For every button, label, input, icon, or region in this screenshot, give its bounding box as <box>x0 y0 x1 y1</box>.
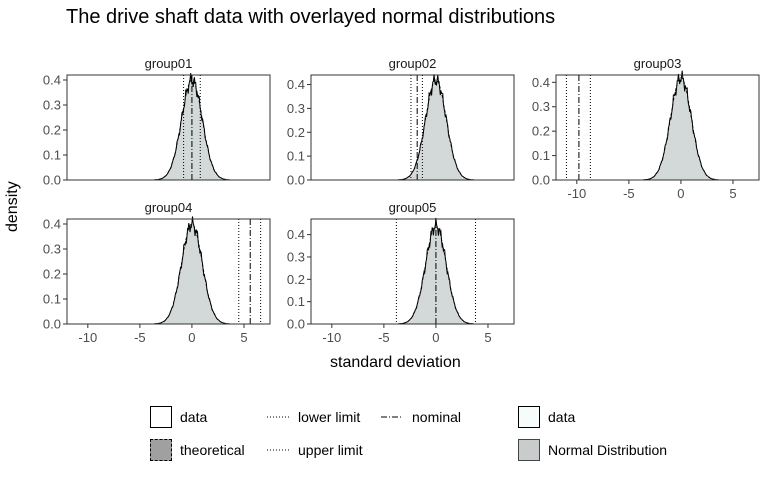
legend-label: data <box>548 409 576 425</box>
legend-item-fill-data: data <box>150 405 207 429</box>
x-tick-label: -10 <box>567 186 586 201</box>
panel-strip-label: group01 <box>145 56 193 71</box>
panel-group03: group03 0.0 0.1 0.2 0.3 0.4 -10 -5 0 5 <box>532 56 760 201</box>
legend-item-lower-limit: lower limit <box>266 405 360 429</box>
y-tick-label: 0.4 <box>532 75 550 90</box>
legend-item-normal-distribution: Normal Distribution <box>518 438 667 462</box>
legend-swatch-theoretical <box>150 439 172 461</box>
y-axis-label: density <box>4 181 21 232</box>
legend-item-nominal: nominal <box>380 405 461 429</box>
theoretical-density-line <box>154 223 230 325</box>
legend-swatch-area-data <box>518 406 540 428</box>
x-tick-label: -5 <box>623 186 635 201</box>
y-tick-label: 0.2 <box>43 123 61 138</box>
panel-strip-label: group04 <box>145 200 193 215</box>
panel-group04: group04 0.0 0.1 0.2 0.3 0.4 -10 -5 0 5 <box>43 200 271 345</box>
x-tick-label: 0 <box>432 330 439 345</box>
y-tick-label: 0.2 <box>287 272 305 287</box>
legend-swatch-data <box>150 406 172 428</box>
legend-label: upper limit <box>298 442 363 458</box>
x-tick-label: 5 <box>729 186 736 201</box>
y-tick-label: 0.4 <box>287 227 305 242</box>
y-tick-label: 0.1 <box>287 294 305 309</box>
theoretical-density-line <box>643 76 719 181</box>
y-tick-label: 0.3 <box>43 98 61 113</box>
y-tick-label: 0.2 <box>43 267 61 282</box>
normal-density-area <box>398 79 474 180</box>
y-tick-label: 0.3 <box>287 101 305 116</box>
y-tick-label: 0.0 <box>532 173 550 188</box>
legend-item-area-data: data <box>518 405 575 429</box>
y-tick-label: 0.3 <box>43 242 61 257</box>
legend-key-lower-limit <box>267 416 289 418</box>
y-tick-label: 0.0 <box>43 173 61 188</box>
y-tick-label: 0.4 <box>43 217 61 232</box>
theoretical-density-line <box>398 79 474 181</box>
y-tick-label: 0.3 <box>287 249 305 264</box>
y-tick-label: 0.0 <box>287 173 305 188</box>
theoretical-density-line <box>398 225 474 325</box>
y-tick-label: 0.1 <box>287 149 305 164</box>
legend-swatch-normal-distribution <box>518 439 540 461</box>
legend: data theoretical lower limit upper limit… <box>0 398 768 478</box>
x-tick-label: -5 <box>134 330 146 345</box>
x-tick-label: -5 <box>378 330 390 345</box>
panel-frame <box>310 218 515 325</box>
normal-density-area <box>154 224 230 324</box>
y-tick-label: 0.1 <box>532 148 550 163</box>
legend-key-nominal <box>381 416 403 418</box>
faceted-density-chart: group01 0.0 0.1 0.2 0.3 0.4 group02 0.0 0.1 0.2 0.… <box>43 56 760 345</box>
x-tick-label: -10 <box>78 330 97 345</box>
panel-group02: group02 0.0 0.1 0.2 0.3 0.4 <box>287 56 515 188</box>
normal-density-area <box>643 77 719 180</box>
legend-item-theoretical: theoretical <box>150 438 245 462</box>
x-tick-label: -10 <box>322 330 341 345</box>
x-axis-label: standard deviation <box>330 354 461 371</box>
panel-strip-label: group02 <box>389 56 437 71</box>
y-tick-label: 0.3 <box>532 99 550 114</box>
y-tick-label: 0.2 <box>532 124 550 139</box>
panel-group01: group01 0.0 0.1 0.2 0.3 0.4 <box>43 56 271 188</box>
panel-frame <box>310 74 515 181</box>
panel-frame <box>66 218 271 325</box>
x-tick-label: 0 <box>188 330 195 345</box>
panel-group05: group05 0.0 0.1 0.2 0.3 0.4 -10 -5 0 5 <box>287 200 515 345</box>
chart-title: The drive shaft data with overlayed norm… <box>66 6 556 28</box>
x-tick-label: 5 <box>484 330 491 345</box>
legend-label: theoretical <box>180 442 245 458</box>
panel-strip-label: group03 <box>634 56 682 71</box>
y-tick-label: 0.0 <box>43 317 61 332</box>
legend-label: Normal Distribution <box>548 442 668 458</box>
panel-frame <box>555 74 760 181</box>
legend-key-upper-limit <box>267 449 289 451</box>
legend-label: nominal <box>412 409 462 425</box>
legend-label: lower limit <box>298 409 361 425</box>
legend-item-upper-limit: upper limit <box>266 438 363 462</box>
panel-strip-label: group05 <box>389 200 437 215</box>
y-tick-label: 0.4 <box>43 73 61 88</box>
y-tick-label: 0.0 <box>287 317 305 332</box>
data-density-line <box>398 217 474 325</box>
y-tick-label: 0.4 <box>287 77 305 92</box>
panel-frame <box>66 74 271 181</box>
legend-label: data <box>180 409 208 425</box>
y-tick-label: 0.1 <box>43 148 61 163</box>
x-tick-label: 0 <box>677 186 684 201</box>
y-tick-label: 0.1 <box>43 292 61 307</box>
x-tick-label: 5 <box>240 330 247 345</box>
y-tick-label: 0.2 <box>287 125 305 140</box>
